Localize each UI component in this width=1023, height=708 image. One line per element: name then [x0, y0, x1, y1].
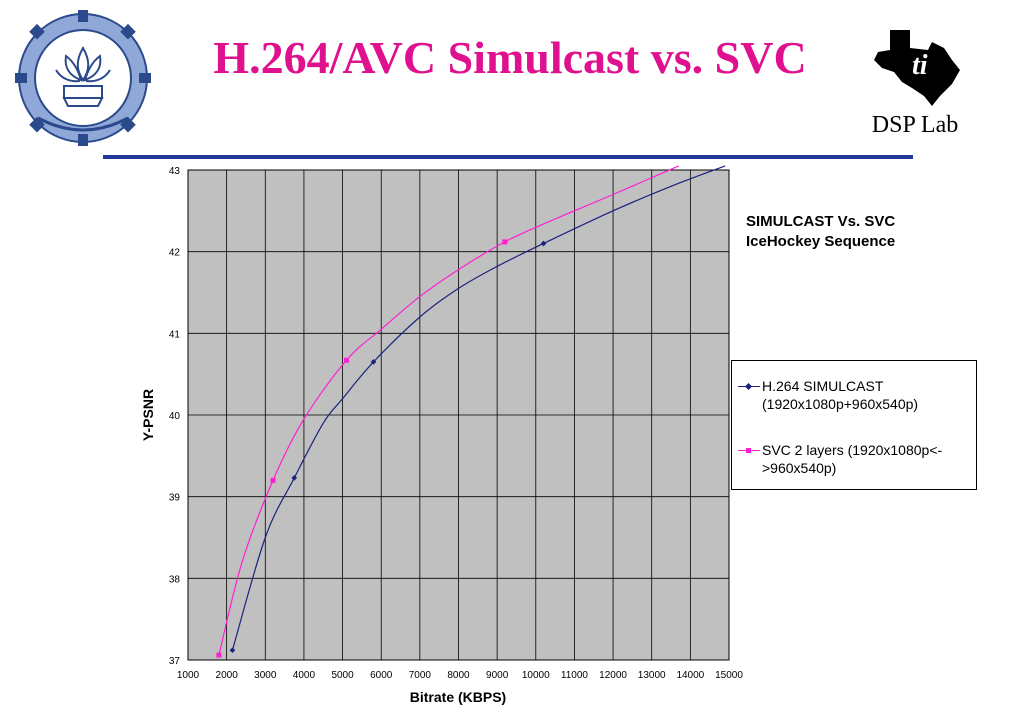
- y-axis-label: Y-PSNR: [140, 389, 156, 441]
- x-tick-label: 5000: [331, 670, 354, 681]
- data-point-1: [502, 239, 508, 245]
- x-tick-label: 11000: [561, 670, 589, 681]
- lab-label: DSP Lab: [871, 112, 959, 138]
- x-axis-label: Bitrate (KBPS): [410, 689, 506, 705]
- data-point-0: [229, 647, 236, 654]
- x-tick-label: 8000: [447, 670, 470, 681]
- svg-text:ti: ti: [912, 50, 928, 81]
- x-tick-label: 2000: [216, 670, 239, 681]
- data-point-1: [270, 477, 276, 483]
- iit-bombay-emblem-logo: [15, 10, 151, 146]
- data-point-0: [291, 475, 298, 481]
- plot-border: [187, 169, 730, 661]
- y-tick-label: 40: [169, 411, 181, 422]
- x-tick-label: 15000: [715, 670, 743, 681]
- x-tick-label: 10000: [522, 670, 550, 681]
- data-point-0: [370, 359, 377, 365]
- y-tick-label: 39: [169, 493, 181, 504]
- x-tick-label: 14000: [676, 670, 704, 681]
- legend-label-svc: SVC 2 layers (1920x1080p<->960x540p): [762, 442, 943, 476]
- data-point-1: [216, 652, 222, 658]
- y-tick-label: 38: [169, 574, 181, 585]
- data-point-1: [343, 357, 349, 363]
- x-tick-label: 12000: [599, 670, 627, 681]
- legend-marker-svc: [738, 448, 760, 453]
- chart-legend: H.264 SIMULCAST (1920x1080p+960x540p) SV…: [731, 360, 977, 490]
- data-point-0: [540, 240, 547, 247]
- x-tick-label: 3000: [254, 670, 277, 681]
- slide-title: H.264/AVC Simulcast vs. SVC: [213, 32, 807, 83]
- x-tick-label: 13000: [638, 670, 666, 681]
- x-tick-label: 1000: [177, 670, 200, 681]
- y-tick-label: 43: [169, 166, 181, 177]
- y-tick-label: 37: [169, 656, 181, 667]
- title-divider: [103, 155, 913, 159]
- x-tick-label: 9000: [486, 670, 509, 681]
- legend-label-h264: H.264 SIMULCAST (1920x1080p+960x540p): [762, 378, 919, 412]
- chart-title: SIMULCAST Vs. SVC IceHockey Sequence: [746, 213, 896, 250]
- x-tick-label: 7000: [409, 670, 432, 681]
- x-tick-label: 4000: [293, 670, 316, 681]
- ti-texas-logo: ti: [874, 30, 960, 106]
- legend-marker-h264: [738, 382, 760, 391]
- y-tick-label: 42: [169, 248, 181, 259]
- y-tick-label: 41: [169, 329, 181, 340]
- series-line-0: [231, 165, 726, 651]
- series-line-1: [218, 165, 680, 656]
- x-tick-label: 6000: [370, 670, 393, 681]
